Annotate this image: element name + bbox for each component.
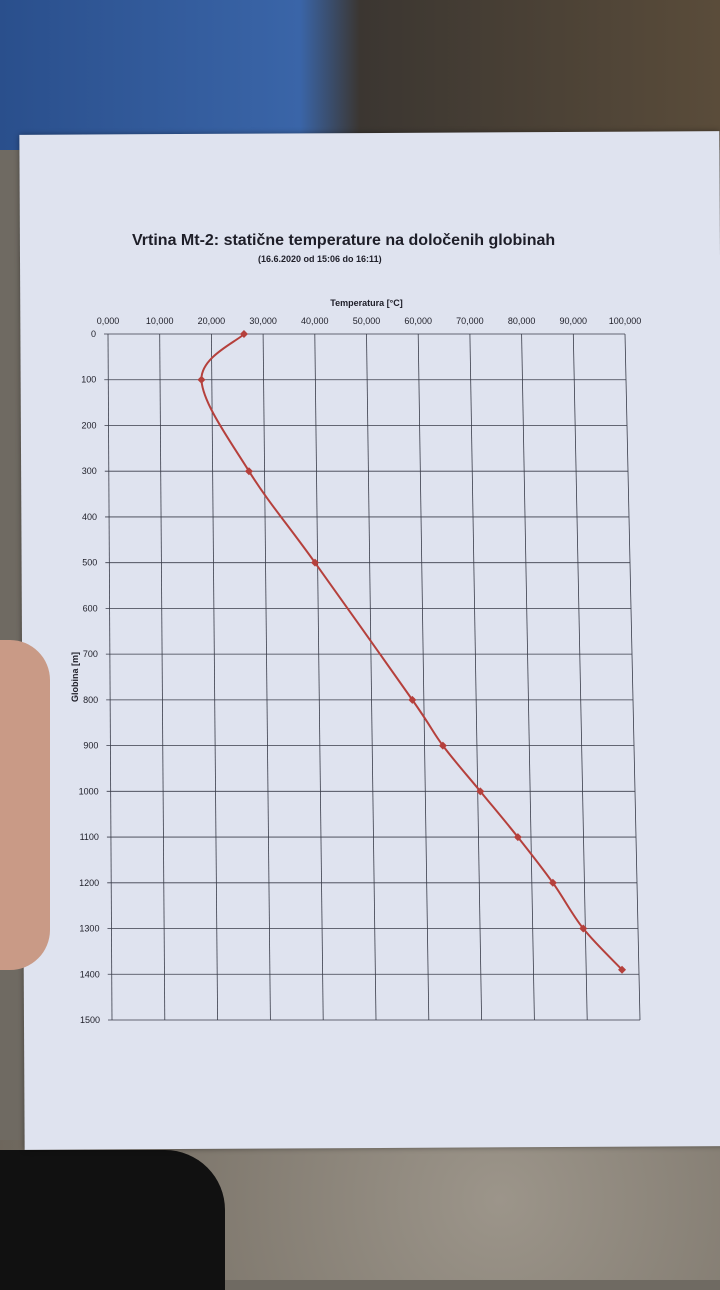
- grid-line-vertical: [211, 333, 218, 1021]
- x-tick-label: 70,000: [456, 316, 484, 326]
- grid-line-vertical: [107, 333, 113, 1021]
- data-point-marker: [548, 878, 557, 887]
- y-tick-label: 300: [82, 466, 97, 476]
- x-tick-label: 30,000: [249, 316, 277, 326]
- y-tick-label: 800: [83, 695, 98, 705]
- data-point-marker: [438, 741, 447, 750]
- grid-line-vertical: [417, 333, 430, 1021]
- grid-line-vertical: [572, 333, 588, 1021]
- y-tick-label: 900: [83, 741, 98, 751]
- chart-subtitle: (16.6.2020 od 15:06 do 16:11): [258, 254, 382, 264]
- series-line: [200, 333, 623, 971]
- x-tick-label: 50,000: [353, 316, 381, 326]
- y-axis-label: Globina [m]: [70, 652, 80, 702]
- grid-line-vertical: [624, 333, 641, 1021]
- data-point-marker: [310, 558, 319, 567]
- y-tick-label: 1500: [80, 1015, 100, 1025]
- data-point-marker: [408, 695, 417, 704]
- y-tick-label: 100: [81, 375, 96, 385]
- data-point-marker: [197, 375, 206, 384]
- y-tick-label: 1200: [79, 878, 99, 888]
- y-tick-label: 1400: [80, 969, 100, 979]
- y-tick-label: 1300: [79, 924, 99, 934]
- x-tick-label: 100,000: [609, 316, 642, 326]
- y-tick-label: 1000: [79, 786, 99, 796]
- grid-line-vertical: [469, 333, 482, 1021]
- data-point-marker: [513, 833, 522, 842]
- y-tick-label: 400: [82, 512, 97, 522]
- y-tick-label: 0: [91, 329, 96, 339]
- grid-line-vertical: [262, 333, 271, 1021]
- x-axis-label: Temperatura [°C]: [330, 298, 402, 308]
- data-point-marker: [244, 467, 253, 476]
- hand: [0, 640, 50, 970]
- x-tick-label: 40,000: [301, 316, 329, 326]
- x-tick-label: 0,000: [97, 316, 120, 326]
- x-tick-label: 90,000: [560, 316, 588, 326]
- data-point-marker: [618, 965, 627, 974]
- grid-line-vertical: [314, 333, 324, 1021]
- data-point-marker: [579, 924, 588, 933]
- x-tick-label: 80,000: [508, 316, 536, 326]
- grid-line-vertical: [159, 333, 166, 1021]
- grid-line-vertical: [521, 333, 535, 1021]
- data-point-marker: [239, 330, 248, 338]
- grid-line-vertical: [366, 333, 377, 1021]
- y-tick-label: 700: [83, 649, 98, 659]
- background-object: [0, 1150, 225, 1290]
- x-tick-label: 10,000: [146, 316, 174, 326]
- chart-title: Vrtina Mt-2: statične temperature na dol…: [132, 232, 556, 249]
- data-point-marker: [476, 787, 485, 796]
- x-tick-label: 20,000: [198, 316, 226, 326]
- y-tick-label: 200: [82, 420, 97, 430]
- y-tick-label: 1100: [80, 832, 99, 842]
- y-tick-label: 500: [82, 558, 97, 568]
- y-tick-label: 600: [83, 603, 98, 613]
- background-shirt: [0, 0, 720, 150]
- x-tick-label: 60,000: [404, 316, 432, 326]
